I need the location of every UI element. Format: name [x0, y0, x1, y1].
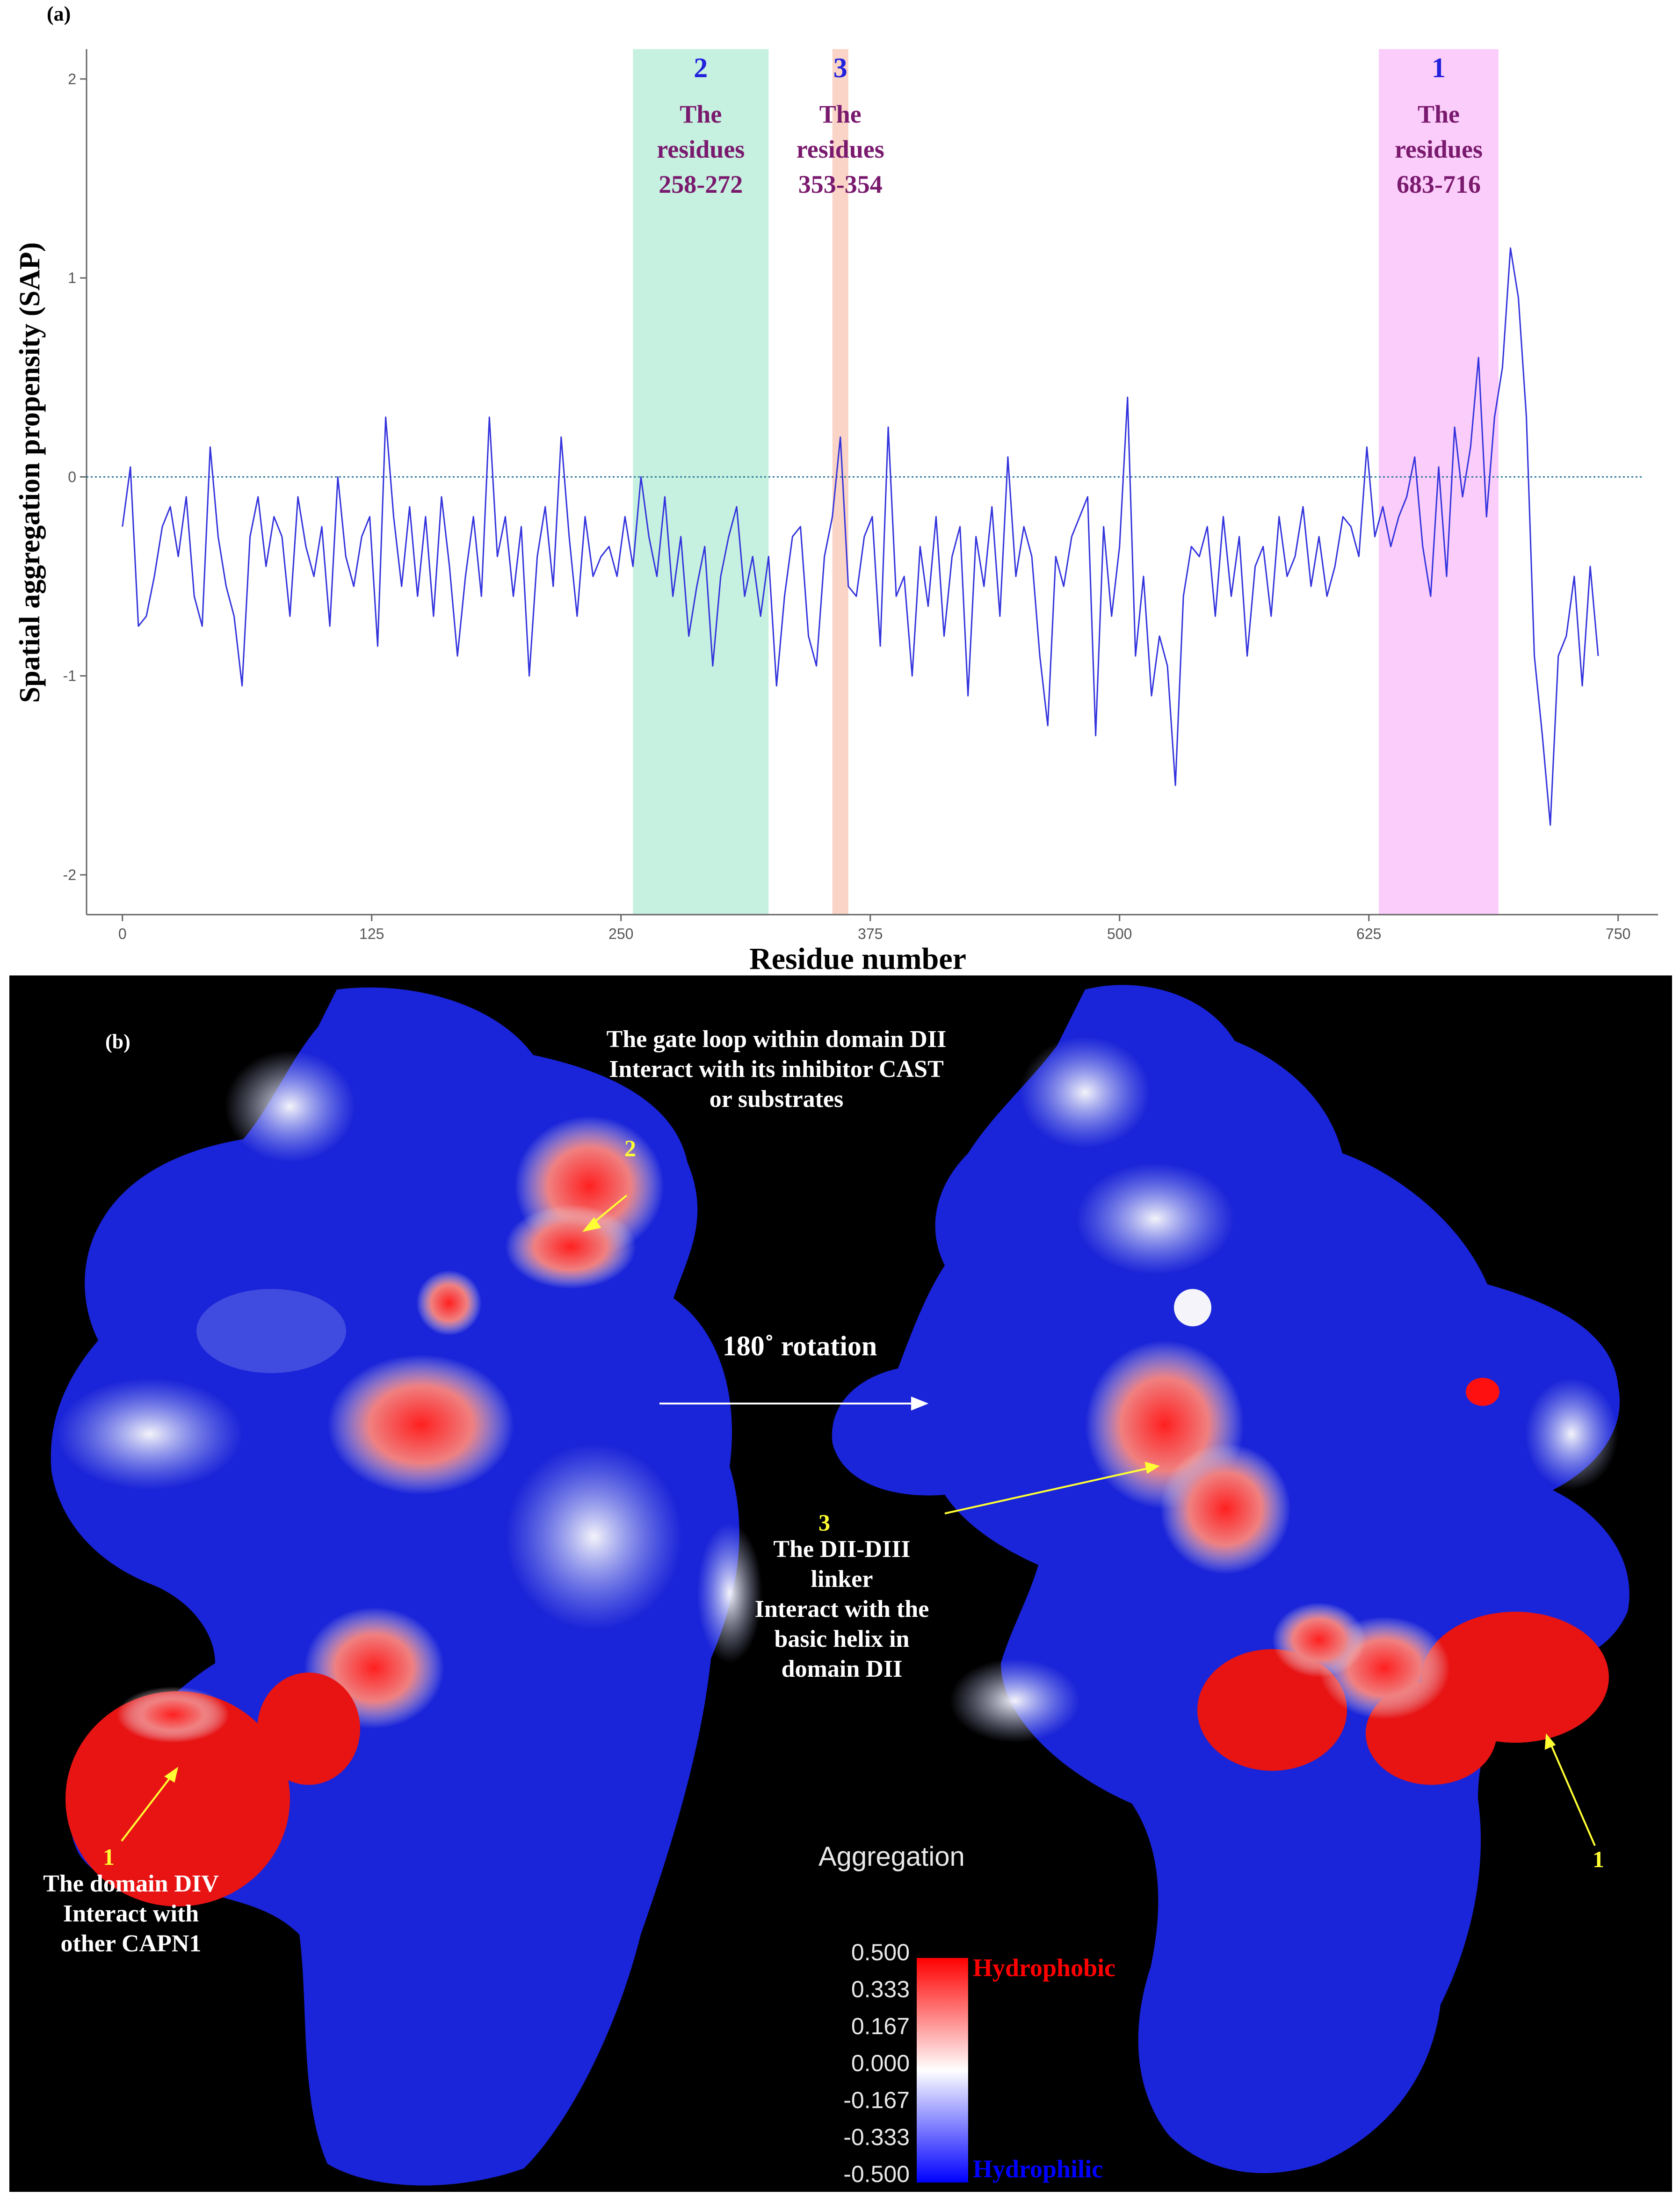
rotation-label: 180˚ rotation — [722, 1331, 877, 1361]
panel-a-label: (a) — [47, 2, 71, 25]
region-number: 2 — [694, 52, 708, 83]
linker-number: 3 — [818, 1509, 830, 1535]
right-molecule-surface — [832, 985, 1629, 2173]
gate-loop-line1: The gate loop within domain DII — [606, 1026, 947, 1053]
legend-tick: 0.333 — [851, 1976, 910, 2002]
chart-axes: -2 -1 0 1 2 0 125 250 375 500 625 750 — [63, 49, 1658, 942]
region-label-line: The — [680, 100, 722, 128]
region-label-line: 353-354 — [798, 170, 883, 198]
gate-loop-line2: Interact with its inhibitor CAST — [609, 1056, 944, 1083]
gate-loop-line3: or substrates — [709, 1086, 844, 1113]
gate-loop-number: 2 — [624, 1135, 636, 1161]
linker-line4: basic helix in — [774, 1626, 910, 1652]
y-axis-label: Spatial aggregation propensity (SAP) — [14, 242, 46, 703]
annotation-arrows — [121, 1194, 1596, 1846]
protein-surface-render — [51, 985, 1629, 2186]
hydrophobic-label: Hydrophobic — [973, 1954, 1116, 1982]
domain-div-line3: other CAPN1 — [60, 1930, 202, 1957]
legend-tick: 0.500 — [851, 1939, 910, 1965]
highlight-region-2 — [633, 49, 769, 915]
region-label-line: 258-272 — [659, 170, 743, 198]
legend-colorbar — [917, 1958, 968, 2182]
linker-line1: The DII-DIII — [773, 1536, 911, 1563]
linker-line3: Interact with the — [754, 1596, 929, 1622]
y-tick-label: -1 — [63, 668, 76, 684]
gate-loop-annotation: The gate loop within domain DII Interact… — [543, 1025, 1010, 1114]
y-tick-label: -2 — [63, 866, 76, 883]
region-label-line: The — [1418, 100, 1460, 128]
legend-tick: 0.000 — [851, 2050, 910, 2076]
legend-tick: 0.167 — [851, 2013, 910, 2039]
left-molecule-surface — [51, 987, 762, 2186]
x-tick-label: 125 — [359, 925, 384, 942]
panel-a: -2 -1 0 1 2 0 125 250 375 500 625 750 2 The residues 2… — [0, 0, 1680, 976]
rotation-arrow — [659, 1397, 929, 1411]
domain-div-line2: Interact with — [63, 1900, 199, 1927]
highlight-regions — [633, 49, 1499, 915]
linker-line5: domain DII — [781, 1656, 903, 1682]
panel-b-label: (b) — [105, 1030, 130, 1053]
x-tick-label: 0 — [118, 925, 127, 942]
x-tick-label: 750 — [1606, 925, 1630, 942]
x-tick-label: 375 — [858, 925, 883, 942]
highlight-region-1 — [1379, 49, 1499, 915]
legend-tick: -0.167 — [843, 2087, 910, 2113]
region-label-line: residues — [1395, 135, 1483, 163]
sap-series — [122, 247, 1599, 826]
legend-tick: -0.500 — [843, 2161, 910, 2187]
x-tick-label: 625 — [1356, 925, 1381, 942]
panel-b: (b) The gate loop within domain DII Inte… — [9, 975, 1672, 2192]
region-number: 3 — [833, 52, 847, 83]
domain-div-line1: The domain DIV — [43, 1870, 219, 1897]
linker-annotation: The DII-DIII linker Interact with the ba… — [702, 1535, 982, 1684]
x-axis-label: Residue number — [749, 942, 966, 976]
legend-tick: -0.333 — [843, 2124, 910, 2150]
sap-line — [122, 247, 1599, 826]
x-tick-label: 250 — [608, 925, 633, 942]
region-number: 1 — [1432, 52, 1446, 83]
legend-ticks: 0.500 0.333 0.167 0.000 -0.167 -0.333 -0… — [804, 1939, 910, 2192]
linker-line2: linker — [811, 1566, 873, 1593]
region-label-line: The — [819, 100, 862, 128]
x-tick-label: 500 — [1107, 925, 1132, 942]
region-label-line: 683-716 — [1397, 170, 1481, 198]
domain-div-annotation: The domain DIV Interact with other CAPN1 — [19, 1869, 243, 1959]
region-labels: 2 The residues 258-272 3 The residues 353-354 1 T… — [657, 52, 1483, 198]
y-tick-label: 2 — [68, 71, 76, 87]
region-label-line: residues — [657, 135, 745, 163]
right-domain-div-number: 1 — [1593, 1846, 1604, 1872]
region-label-line: residues — [797, 135, 884, 163]
y-tick-label: 0 — [68, 468, 76, 485]
legend-title: Aggregation — [818, 1841, 965, 1872]
hydrophilic-label: Hydrophilic — [973, 2155, 1103, 2183]
y-tick-label: 1 — [68, 269, 76, 286]
highlight-region-3 — [832, 49, 848, 915]
domain-div-number: 1 — [103, 1844, 115, 1870]
